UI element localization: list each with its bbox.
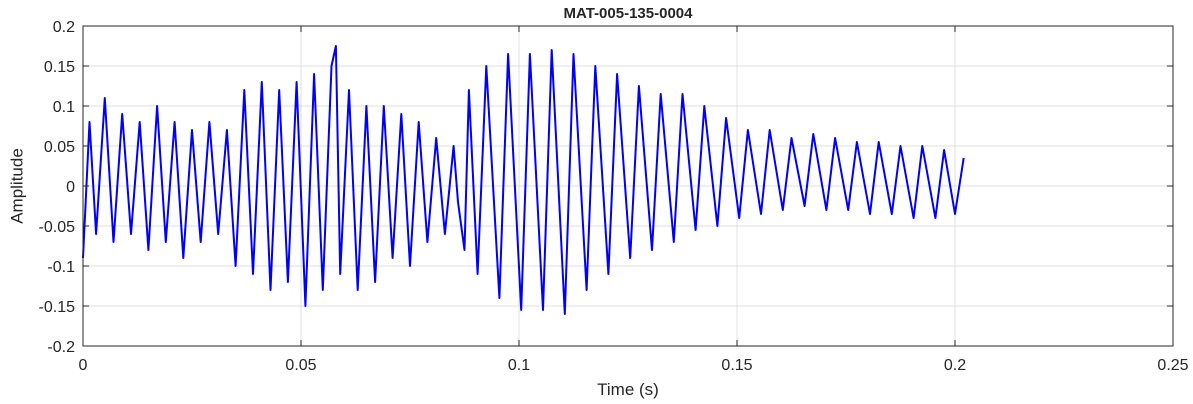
x-tick-label: 0.05 [285,357,316,374]
x-tick-label: 0.25 [1157,357,1188,374]
x-tick-label: 0 [79,357,88,374]
waveform-series-line [82,45,965,315]
x-axis-label: Time (s) [597,380,659,399]
y-tick-label: -0.2 [47,339,75,356]
x-tick-label: 0.2 [944,357,966,374]
y-tick-label: -0.05 [39,219,76,236]
y-axis-label: Amplitude [7,148,26,224]
x-tick-label: 0.1 [508,357,530,374]
y-tick-label: 0.15 [44,59,75,76]
y-tick-label: 0.2 [53,19,75,36]
series-layer [82,45,965,315]
y-tick-label: 0.1 [53,99,75,116]
y-tick-label: 0.05 [44,139,75,156]
y-tick-label: 0 [66,179,75,196]
ticks: 0 0.05 0.1 0.15 0.2 0.25 -0.2 -0.15 -0.1 -0.05 0 0.… [39,19,1189,374]
x-tick-label: 0.15 [721,357,752,374]
chart-title: MAT-005-135-0004 [564,5,694,22]
y-tick-label: -0.15 [39,299,76,316]
y-tick-label: -0.1 [47,259,75,276]
